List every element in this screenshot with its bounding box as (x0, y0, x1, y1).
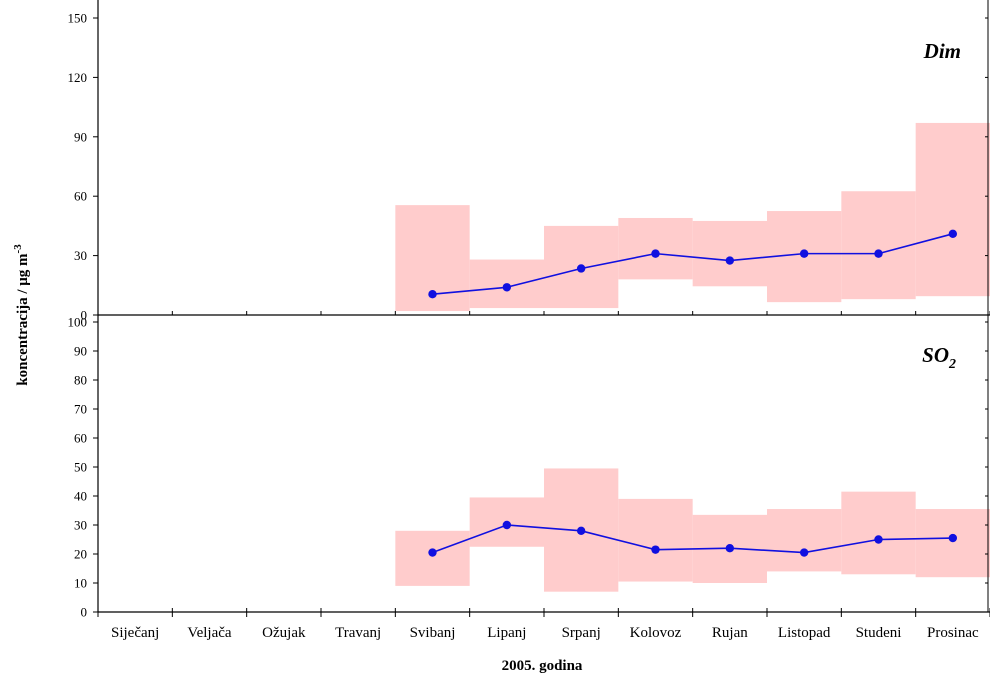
so2-y-tick-label: 60 (74, 431, 87, 446)
dim-y-axis: 0 30 60 90 120 150 (68, 11, 990, 323)
dim-data-point (725, 256, 735, 265)
so2-data-point (651, 545, 660, 554)
x-tick-label: Kolovoz (630, 625, 682, 641)
so2-range-band (915, 509, 990, 578)
dim-y-tick-label: 0 (81, 308, 88, 323)
dim-data-point (948, 229, 958, 239)
so2-data-point (502, 520, 512, 530)
dim-y-tick-label: 60 (74, 189, 87, 204)
y-axis-title: koncentracija / μg m-3 (12, 244, 31, 386)
so2-panel-title: SO2 (922, 343, 956, 372)
so2-y-tick-label: 80 (74, 373, 87, 388)
dim-y-tick-label: 90 (74, 129, 87, 144)
so2-y-tick-label: 40 (74, 489, 87, 504)
so2-y-tick-label: 90 (74, 344, 87, 359)
so2-data-point (725, 544, 735, 553)
dim-data-point (502, 283, 512, 292)
dim-data-point (651, 249, 660, 258)
so2-panel-bands (395, 468, 990, 592)
dim-range-band (841, 191, 916, 300)
so2-series (428, 520, 958, 557)
so2-data-point (428, 548, 437, 557)
x-tick-label: Ožujak (262, 625, 306, 641)
x-tick-label: Svibanj (410, 625, 456, 641)
dim-data-point (576, 264, 586, 273)
x-tick-label: Studeni (856, 625, 902, 641)
so2-data-point (799, 548, 809, 557)
so2-range-band (618, 498, 693, 582)
dim-series-line (432, 233, 954, 296)
so2-y-tick-label: 0 (81, 605, 88, 620)
x-tick-label: Veljača (187, 625, 231, 641)
dim-range-band (915, 122, 990, 297)
so2-y-tick-label: 20 (74, 547, 87, 562)
dim-range-band (618, 217, 693, 280)
so2-range-band (395, 530, 470, 586)
x-tick-label: Lipanj (487, 625, 526, 641)
so2-y-axis: 0 10 20 30 40 50 60 70 80 90 100 (68, 315, 990, 620)
x-axis: Siječanj Veljača Ožujak Travanj Svibanj Lipan… (97, 612, 990, 641)
so2-range-band (841, 491, 916, 575)
x-tick-label: Siječanj (111, 625, 159, 641)
dim-series (428, 229, 958, 299)
dim-data-point (874, 249, 883, 258)
so2-y-tick-label: 30 (74, 518, 87, 533)
x-tick-label: Srpanj (562, 625, 601, 641)
dim-panel-bands (395, 122, 990, 312)
x-tick-label: Listopad (778, 625, 831, 641)
so2-y-tick-label: 50 (74, 460, 87, 475)
dim-panel-title: Dim (923, 39, 961, 63)
so2-series-line (432, 524, 953, 554)
x-tick-label: Rujan (712, 625, 748, 641)
dim-range-band (692, 220, 767, 287)
dim-y-tick-label: 150 (68, 11, 88, 26)
dim-y-tick-label: 120 (68, 70, 88, 85)
so2-y-tick-label: 70 (74, 402, 87, 417)
so2-y-tick-label: 10 (74, 576, 87, 591)
dim-y-tick-label: 30 (74, 248, 87, 263)
so2-data-point (874, 535, 883, 544)
so2-y-tick-label: 100 (68, 315, 88, 330)
so2-range-band (767, 509, 842, 572)
dim-data-point (428, 290, 437, 299)
x-tick-label: Prosinac (927, 625, 979, 641)
x-tick-label: Travanj (335, 625, 381, 641)
so2-data-point (576, 526, 586, 535)
dim-data-point (799, 249, 809, 258)
so2-data-point (948, 533, 958, 543)
x-axis-title: 2005. godina (502, 658, 583, 674)
